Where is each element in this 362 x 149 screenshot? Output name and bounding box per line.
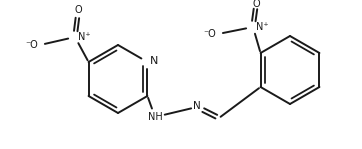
Text: ⁻O: ⁻O: [25, 40, 38, 50]
Text: N⁺: N⁺: [78, 32, 90, 42]
Text: ⁻O: ⁻O: [203, 29, 216, 39]
Text: NH: NH: [148, 112, 163, 122]
Text: N: N: [193, 101, 201, 111]
Text: O: O: [74, 5, 82, 15]
Text: N⁺: N⁺: [256, 22, 269, 32]
Text: N: N: [150, 56, 158, 66]
Text: O: O: [252, 0, 260, 9]
